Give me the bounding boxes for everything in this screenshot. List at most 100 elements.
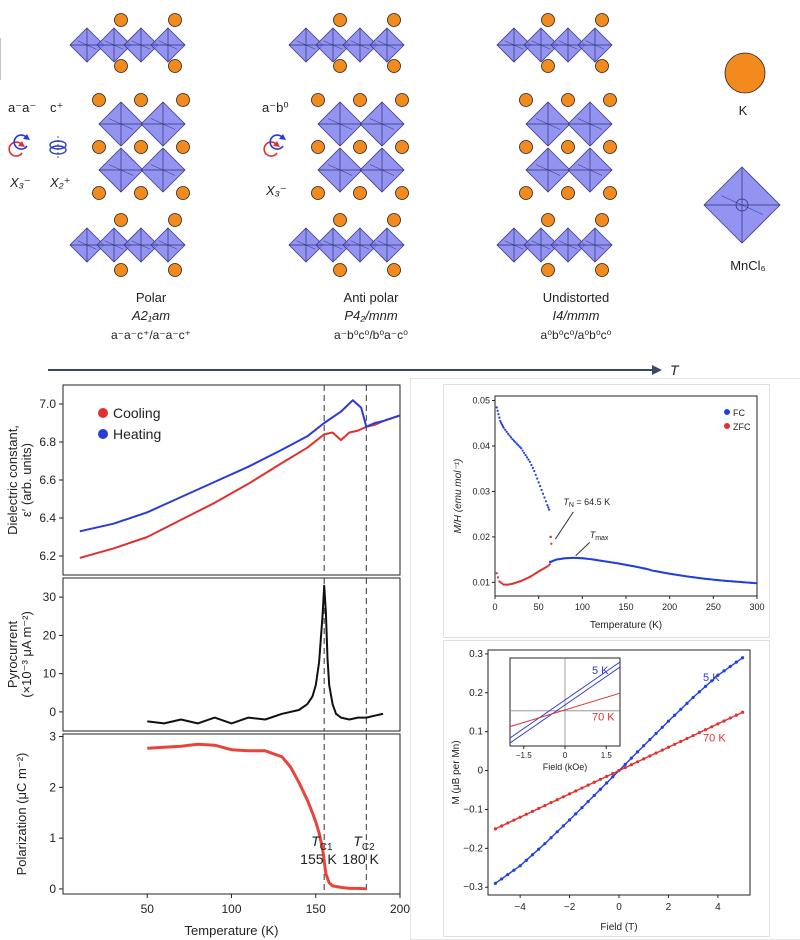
tmax-annotation: Tmax [590,530,609,542]
data-point-70 K [642,757,646,761]
octahedron-edge [131,40,151,50]
data-point-ZFC [496,576,500,579]
series-pyrocurrent [147,584,384,725]
undistorted-glazer: a⁰b⁰c⁰/a⁰b⁰c⁰ [540,328,612,342]
data-point-70 K [623,766,627,770]
y-tick-label: 0.04 [472,441,490,451]
data-point-FC [541,492,545,495]
k-atom [395,186,409,200]
k-atom [311,186,325,200]
data-point-70 K [728,716,732,720]
transition-temp-symbol: TC2 [353,833,375,853]
data-point-5 K [592,793,596,798]
mncl6-octahedron [317,147,363,193]
data-point-5 K [635,750,640,754]
x-tick-label: 4 [715,902,721,913]
inset-label-70k: 70 K [592,711,615,723]
mn-center [735,198,749,212]
y-axis-label: M (μB per Mn) [451,740,462,804]
mncl6-octahedron [69,227,105,263]
y-tick-label: 20 [43,628,57,642]
data-point-5 K [685,701,689,705]
k-atom [541,13,555,27]
x-tick-label: 150 [306,902,326,916]
octahedron-edge [296,240,316,250]
mncl6-octahedron [317,101,363,147]
legend-label: Heating [113,426,161,442]
y-axis-label-group: M/H (emu mol⁻¹) [453,459,464,534]
k-atom [395,140,409,154]
k-atom [353,186,367,200]
data-point-FC [537,481,540,484]
k-legend-atom [724,52,766,94]
data-point-5 K [673,713,677,717]
octahedron-edge [531,40,551,50]
polar-mode1-title: a⁻a⁻ [8,100,37,115]
left-stacked-chart: 6.2 6.4 6.6 6.8 7.0 Dielectric constant,ε′ (a… [5,384,410,938]
y-axis-label-line: (×10⁻³ μA m⁻²) [19,611,34,698]
temperature-arrow-label: T [670,362,679,378]
data-point-5 K [611,775,615,779]
mncl6-octahedron [98,147,144,193]
octahedron-edge [504,240,524,250]
data-point-70 K [611,771,615,776]
y-axis-label: Polarization (μC m⁻²) [14,753,29,876]
mncl6-octahedron [342,27,378,63]
k-atom [114,59,128,73]
data-point-FC [495,406,498,409]
octahedron-edge [158,40,178,50]
y-tick-label: 1 [49,831,56,845]
x-tick-label: 50 [141,902,155,916]
tmax-sub: max [595,535,609,542]
data-point-5 K [666,719,671,723]
transition-temp-symbol: TC1 [311,833,333,853]
mncl6-octahedron [567,147,613,193]
k-atom [176,186,190,200]
legend-marker [724,409,730,415]
octahedron-edge [350,240,370,250]
octahedron-edge [558,40,578,50]
mncl6-legend-label: MnCl₆ [730,258,766,273]
k-atom [595,13,609,27]
undistorted-name: Undistorted [542,290,610,305]
polar-group: A2₁am [131,308,171,323]
legend-label: FC [733,408,745,418]
data-point-70 K [685,736,689,741]
k-atom [603,93,617,107]
x-tick-label: −4 [514,902,526,913]
rotation-icon-x3-red [8,141,23,157]
data-point-ZFC [550,542,553,545]
k-atom [333,263,347,277]
data-point-FC [540,488,543,492]
k-atom [541,213,555,227]
data-point-70 K [703,728,708,732]
data-point-5 K [629,756,633,760]
legend-label: ZFC [733,422,751,432]
mncl6-octahedron [96,227,132,263]
data-point-70 K [580,786,584,790]
mncl6-octahedron [496,27,532,63]
k-atom [387,13,401,27]
data-point-ZFC [495,572,498,575]
mncl6-octahedron [550,27,586,63]
data-point-70 K [666,745,671,749]
k-atom [519,186,533,200]
data-point-70 K [740,710,745,714]
y-tick-label: 0.01 [472,577,490,587]
data-point-FC [531,466,534,470]
x-tick-label: 100 [575,602,590,612]
k-atom [561,186,575,200]
y-tick-label: −0.3 [463,882,483,893]
data-point-70 K [493,827,498,831]
k-atom [333,59,347,73]
y-axis-label-group: Polarization (μC m⁻²) [14,753,29,876]
data-point-FC [515,442,518,445]
y-axis-label: Dielectric constant,ε′ (arb. units) [5,425,34,535]
data-point-5 K [623,762,627,766]
x-tick-label: 100 [221,902,241,916]
data-point-70 K [574,789,578,793]
data-point-70 K [734,713,739,717]
mncl6-octahedron [525,101,571,147]
data-point-5 K [648,737,652,742]
data-point-FC [548,508,551,511]
